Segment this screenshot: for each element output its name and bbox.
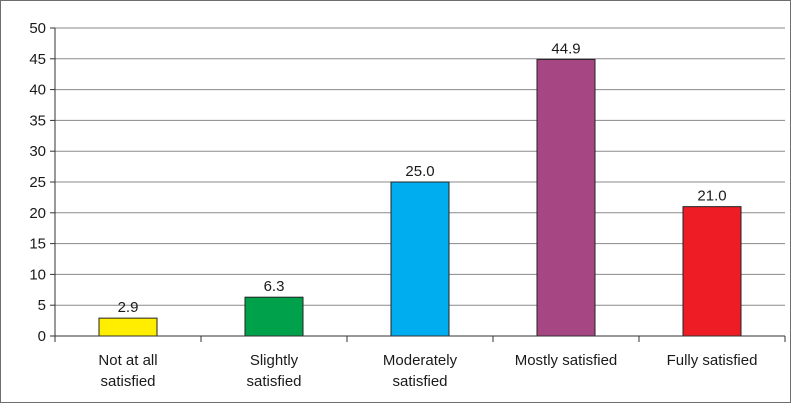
x-category-label: Slightly [250,352,299,369]
bars [98,58,742,337]
bar [390,181,450,337]
y-tick-label: 40 [29,82,46,99]
labels: 0 5 10 15 20 25 30 35 40 45 50 2.9 Not at all satisfi… [29,20,757,390]
y-tick-label: 35 [29,112,46,129]
x-category-label: Not at all [98,352,157,369]
axes [50,27,786,342]
bar [536,58,596,337]
data-label: 2.9 [118,299,139,316]
y-tick-label: 45 [29,51,46,68]
y-tick-label: 25 [29,174,46,191]
x-category-label: satisfied [392,373,447,390]
y-tick-label: 50 [29,20,46,37]
y-tick-label: 10 [29,266,46,283]
data-label: 25.0 [405,163,434,180]
y-tick-label: 30 [29,143,46,160]
y-tick-label: 5 [38,297,46,314]
bar [244,296,304,337]
y-tick-label: 15 [29,236,46,253]
bar [98,317,158,337]
data-label: 21.0 [697,188,726,205]
y-tick-label: 0 [38,328,46,345]
data-label: 44.9 [551,40,580,57]
bar [682,206,742,337]
x-category-label: satisfied [246,373,301,390]
x-category-label: satisfied [100,373,155,390]
x-category-label: Moderately [383,352,458,369]
data-label: 6.3 [264,278,285,295]
x-category-label: Fully satisfied [667,352,758,369]
x-category-label: Mostly satisfied [515,352,618,369]
y-tick-label: 20 [29,205,46,222]
gridlines [55,27,785,306]
